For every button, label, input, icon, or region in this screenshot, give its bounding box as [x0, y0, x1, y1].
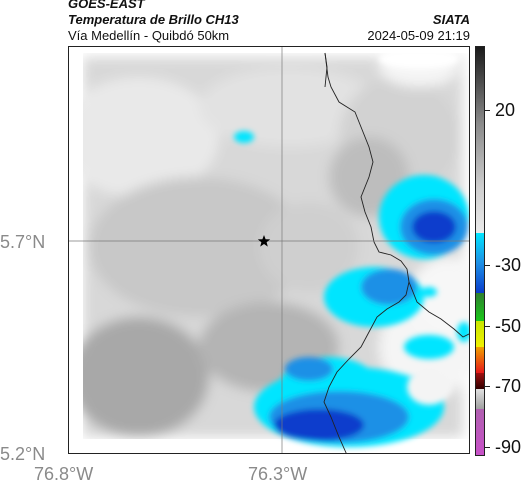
colorbar-tick-label: -70	[495, 376, 522, 396]
lat-tick-label: 5.2°N	[0, 444, 46, 464]
coastline	[323, 52, 469, 453]
colorbar-tick-label: 20	[495, 100, 516, 120]
colorbar-tick-label: -50	[495, 316, 522, 336]
map-canvas	[69, 47, 469, 453]
region-label: Vía Medellín - Quibdó 50km	[68, 28, 230, 43]
lat-tick-label: 5.7°N	[0, 232, 46, 252]
satellite-label: GOES-EAST	[68, 0, 145, 11]
colorbar	[475, 46, 485, 456]
timestamp: 2024-05-09 21:19	[367, 28, 470, 43]
agency-label: SIATA	[432, 12, 470, 27]
star-icon[interactable]	[257, 235, 271, 247]
convective-cells	[234, 131, 469, 447]
satellite-map[interactable]	[68, 46, 470, 454]
colorbar-tick-label: -30	[495, 255, 522, 275]
product-title: Temperatura de Brillo CH13	[68, 12, 239, 27]
colorbar-tick-label: -90	[495, 437, 522, 457]
lon-tick-label: 76.8°W	[34, 464, 94, 484]
lon-tick-label: 76.3°W	[248, 464, 308, 484]
